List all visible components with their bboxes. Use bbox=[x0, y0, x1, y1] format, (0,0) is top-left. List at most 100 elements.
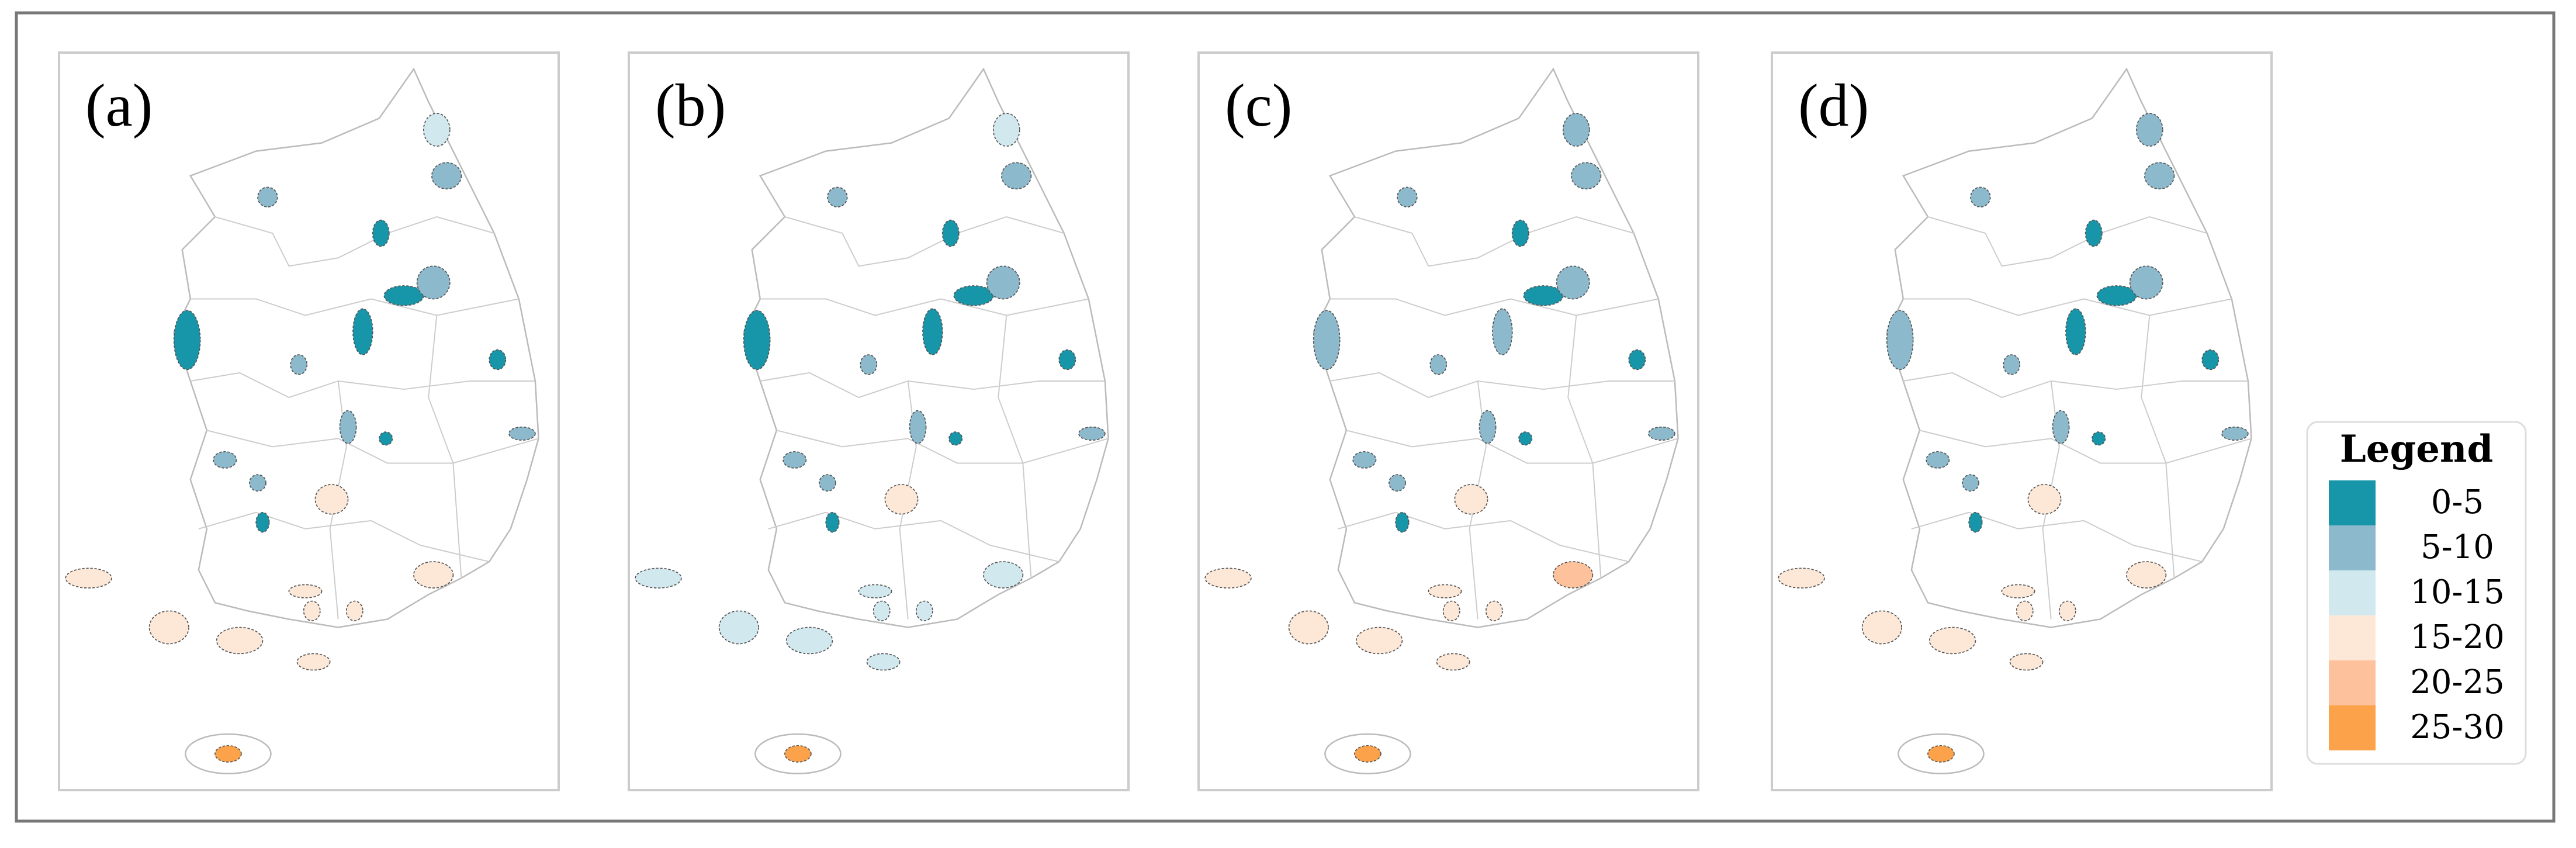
province-border bbox=[768, 511, 1060, 563]
province-border bbox=[784, 216, 1064, 267]
province-border bbox=[1919, 430, 2252, 464]
region bbox=[413, 561, 454, 589]
region bbox=[314, 484, 349, 515]
region bbox=[1523, 285, 1564, 306]
region bbox=[2016, 600, 2034, 622]
map bbox=[1778, 67, 2252, 774]
region bbox=[1562, 113, 1590, 147]
province-border bbox=[198, 511, 490, 563]
panel-frame bbox=[1197, 51, 1699, 791]
region bbox=[1886, 310, 1914, 371]
region bbox=[1001, 162, 1032, 190]
region bbox=[872, 600, 891, 622]
region bbox=[983, 561, 1024, 589]
legend-swatch bbox=[2329, 480, 2376, 525]
region bbox=[2201, 349, 2220, 371]
panel-label: (d) bbox=[1798, 72, 1869, 139]
legend-items: 0-5 5-10 10-15 15-20 20-25 25-30 bbox=[2329, 480, 2505, 750]
jeju-island bbox=[1898, 733, 1985, 774]
legend-label: 5-10 bbox=[2421, 528, 2494, 566]
legend-swatch bbox=[2329, 705, 2376, 750]
legend-title: Legend bbox=[2340, 427, 2493, 471]
region bbox=[423, 113, 451, 147]
region bbox=[858, 584, 892, 598]
region bbox=[1970, 186, 1991, 207]
region bbox=[922, 308, 943, 355]
region bbox=[1518, 431, 1533, 446]
province-border bbox=[1903, 298, 2232, 316]
region bbox=[1354, 745, 1382, 763]
map-panel: (c) bbox=[1197, 51, 1699, 791]
province-border bbox=[760, 298, 1089, 316]
region bbox=[2221, 426, 2249, 441]
region bbox=[953, 285, 994, 306]
province-border bbox=[2141, 315, 2175, 579]
region bbox=[1556, 265, 1590, 300]
region bbox=[1927, 745, 1955, 763]
province-border bbox=[1903, 372, 2248, 399]
province-border bbox=[1927, 216, 2207, 267]
region bbox=[379, 431, 393, 446]
province-border bbox=[428, 315, 462, 579]
region bbox=[992, 113, 1020, 147]
region bbox=[416, 265, 451, 300]
region bbox=[2126, 561, 2167, 589]
panel-label: (a) bbox=[85, 72, 153, 139]
map-panel: (a) bbox=[58, 51, 560, 791]
region bbox=[819, 474, 836, 492]
legend-label: 25-30 bbox=[2410, 708, 2504, 746]
region bbox=[1058, 349, 1076, 371]
region bbox=[2129, 265, 2163, 300]
region bbox=[1395, 511, 1410, 533]
region bbox=[2003, 354, 2021, 375]
map-panel: (d) bbox=[1771, 51, 2273, 791]
region bbox=[718, 610, 759, 645]
region bbox=[1442, 600, 1460, 622]
region bbox=[1397, 186, 1418, 207]
region bbox=[290, 354, 308, 375]
panel-frame bbox=[628, 51, 1130, 791]
region bbox=[884, 484, 919, 515]
region bbox=[508, 426, 536, 441]
region bbox=[986, 265, 1020, 300]
region bbox=[249, 474, 266, 492]
legend-label: 20-25 bbox=[2410, 663, 2504, 701]
region bbox=[948, 431, 963, 446]
map-panel: (b) bbox=[628, 51, 1130, 791]
region bbox=[1928, 627, 1976, 655]
region bbox=[909, 410, 927, 444]
region bbox=[2096, 285, 2137, 306]
region bbox=[1968, 511, 1983, 533]
region bbox=[148, 610, 189, 645]
province-border bbox=[760, 372, 1105, 399]
province-border bbox=[214, 216, 494, 267]
region bbox=[303, 600, 321, 622]
jeju-island bbox=[754, 733, 842, 774]
region bbox=[783, 451, 807, 469]
region bbox=[257, 186, 278, 207]
region bbox=[2085, 219, 2103, 247]
map bbox=[1204, 67, 1679, 774]
region bbox=[1571, 162, 1602, 190]
region bbox=[785, 627, 833, 655]
region bbox=[1648, 426, 1675, 441]
map bbox=[635, 67, 1109, 774]
region bbox=[866, 653, 901, 671]
legend-label: 15-20 bbox=[2410, 618, 2504, 656]
jeju-island bbox=[1324, 733, 1411, 774]
region bbox=[1861, 610, 1902, 645]
region bbox=[216, 627, 264, 655]
legend-label: 10-15 bbox=[2410, 573, 2504, 611]
region bbox=[1428, 584, 1462, 598]
map bbox=[65, 67, 539, 774]
region bbox=[1553, 561, 1594, 589]
region bbox=[431, 162, 462, 190]
region bbox=[1288, 610, 1329, 645]
province-border bbox=[1354, 216, 1634, 267]
region bbox=[2027, 484, 2062, 515]
region bbox=[941, 219, 960, 247]
region bbox=[1511, 219, 1529, 247]
region bbox=[1778, 567, 1825, 589]
legend-swatch bbox=[2329, 615, 2376, 660]
province-border bbox=[206, 430, 539, 464]
